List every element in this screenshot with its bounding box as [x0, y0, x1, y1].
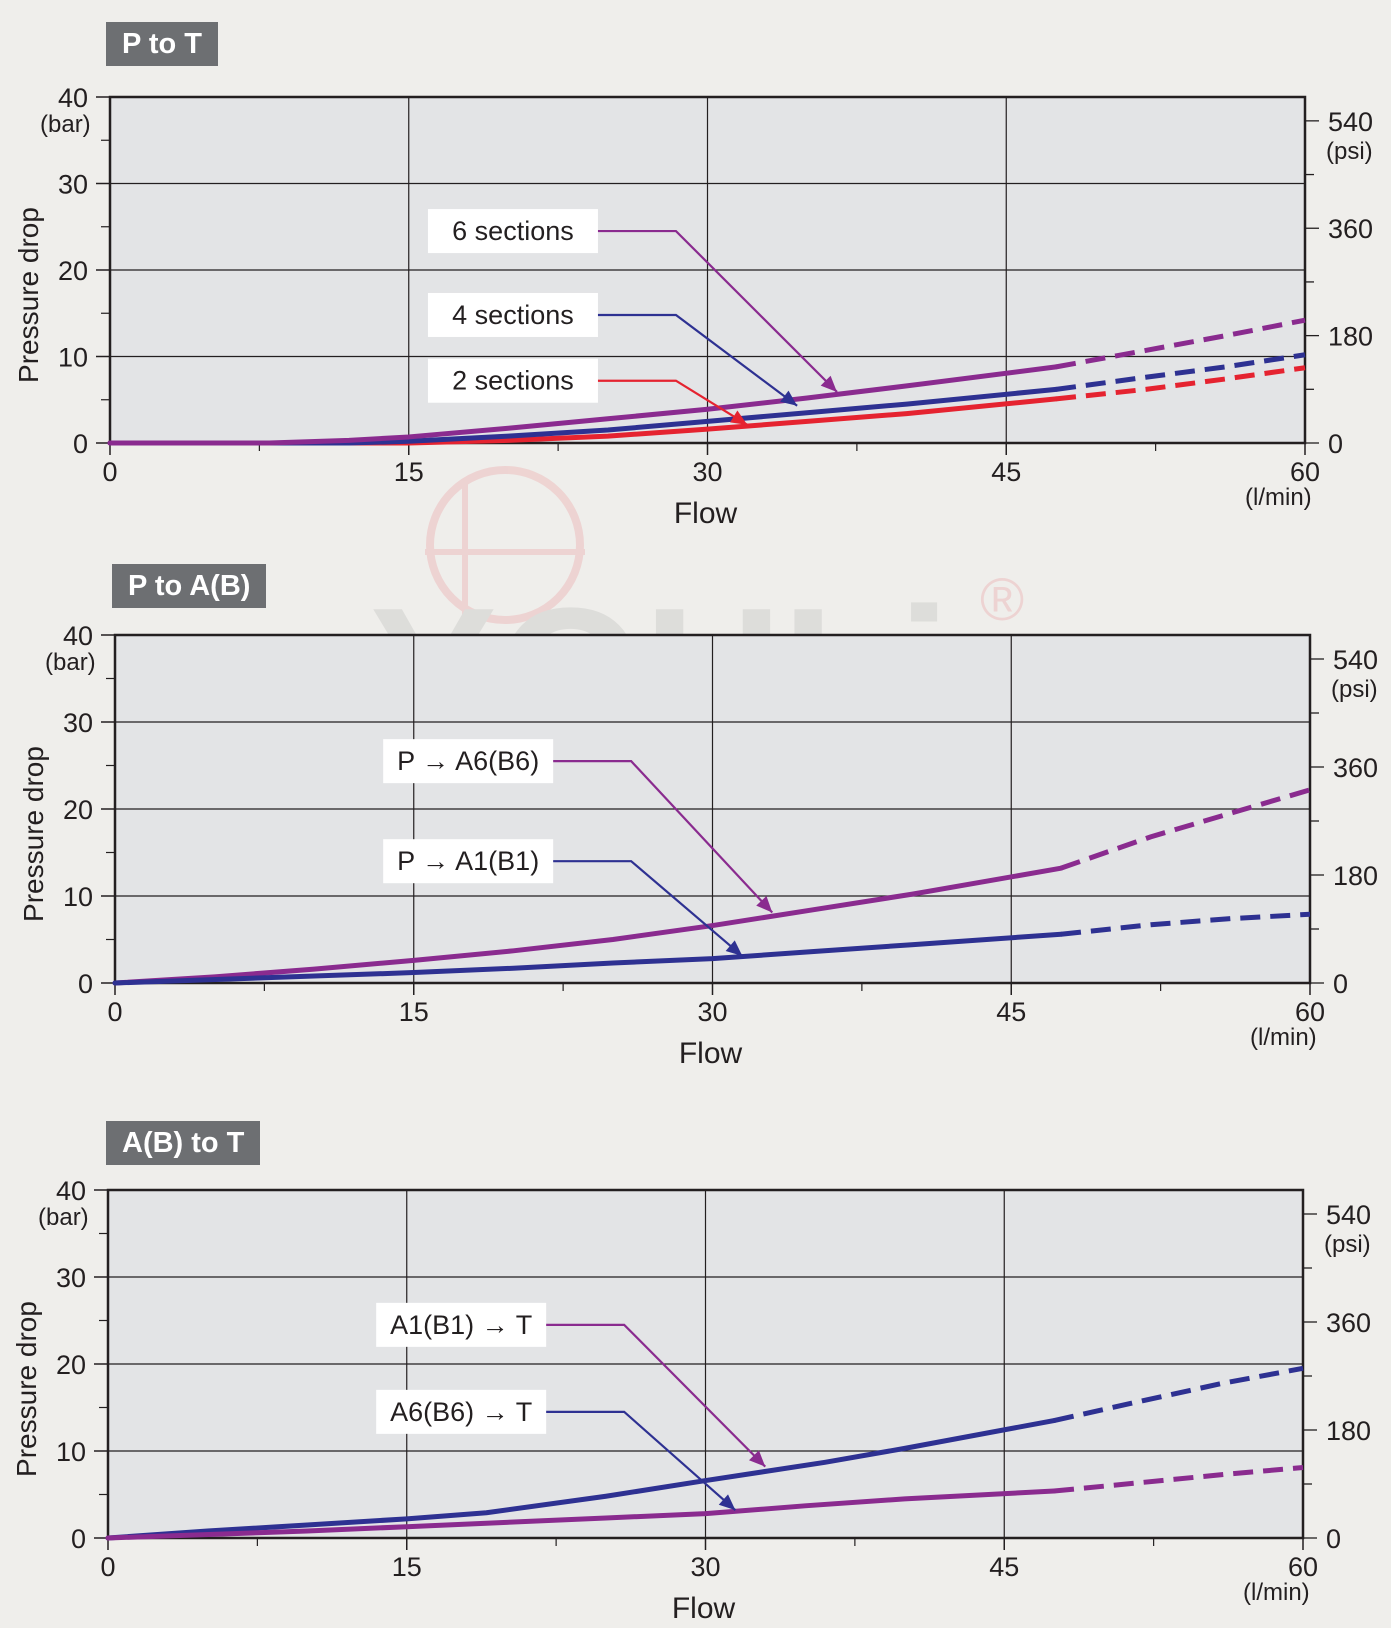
y-tick-label: 10	[56, 1437, 86, 1467]
annotation-label: P → A6(B6)	[397, 746, 539, 776]
y2-unit-label: (psi)	[1324, 1231, 1371, 1258]
x-tick-label: 0	[102, 457, 117, 487]
chart-3-ab-to-t: 0 15 30 45 60 0 10 20 30 40 0 180 360 540 (bar) (psi) (l…	[0, 1100, 1391, 1628]
y2-tick-label: 180	[1326, 1416, 1371, 1446]
x-tick-label: 60	[1290, 457, 1320, 487]
x-tick-label: 15	[394, 457, 424, 487]
x-tick-label: 15	[399, 997, 429, 1027]
x-unit-label: (l/min)	[1245, 484, 1312, 511]
y2-tick-label: 0	[1326, 1524, 1341, 1554]
x-tick-label: 15	[392, 1552, 422, 1582]
y-tick-label: 20	[63, 795, 93, 825]
y-tick-label: 30	[58, 170, 88, 200]
y-tick-label: 10	[63, 882, 93, 912]
x-tick-label: 45	[991, 457, 1021, 487]
annotation-label: 2 sections	[452, 366, 574, 396]
x-tick-label: 60	[1295, 997, 1325, 1027]
x-axis-title: Flow	[674, 497, 738, 530]
x-tick-label: 60	[1288, 1552, 1318, 1582]
y2-tick-label: 360	[1333, 753, 1378, 783]
y2-tick-label: 0	[1328, 429, 1343, 459]
x-tick-label: 0	[100, 1552, 115, 1582]
y2-tick-label: 540	[1328, 107, 1373, 137]
y2-tick-label: 180	[1328, 322, 1373, 352]
annotation-label: P → A1(B1)	[397, 846, 539, 876]
y2-tick-label: 0	[1333, 969, 1348, 999]
y-axis-title: Pressure drop	[18, 746, 49, 922]
x-tick-label: 30	[690, 1552, 720, 1582]
y-axis-title: Pressure drop	[13, 207, 44, 383]
annotation-label: A1(B1) → T	[390, 1310, 532, 1340]
x-axis-title: Flow	[672, 1592, 736, 1625]
annotation-label: 4 sections	[452, 300, 574, 330]
y-unit-label: (bar)	[40, 111, 91, 138]
x-tick-label: 30	[692, 457, 722, 487]
y-tick-label: 40	[58, 83, 88, 113]
annotation-label: 6 sections	[452, 216, 574, 246]
x-tick-label: 30	[697, 997, 727, 1027]
y-tick-label: 0	[78, 969, 93, 999]
y-tick-label: 40	[56, 1176, 86, 1206]
y-tick-label: 10	[58, 343, 88, 373]
y-tick-label: 30	[56, 1263, 86, 1293]
y-tick-label: 0	[71, 1524, 86, 1554]
x-tick-label: 45	[996, 997, 1026, 1027]
chart-1-p-to-t: 0 15 30 45 60 0 10 20 30 40 0 180 360 540 (bar) (psi) (l…	[0, 0, 1391, 540]
y2-tick-label: 540	[1333, 645, 1378, 675]
chart-2-p-to-ab: 0 15 30 45 60 0 10 20 30 40 0 180 360 540 (bar) (psi) (l…	[0, 540, 1391, 1100]
x-tick-label: 0	[107, 997, 122, 1027]
y-tick-label: 20	[58, 256, 88, 286]
y-tick-label: 20	[56, 1350, 86, 1380]
y-tick-label: 40	[63, 621, 93, 651]
x-unit-label: (l/min)	[1250, 1024, 1317, 1051]
y2-unit-label: (psi)	[1326, 138, 1373, 165]
x-unit-label: (l/min)	[1243, 1579, 1310, 1606]
y-axis-title: Pressure drop	[11, 1301, 42, 1477]
y-unit-label: (bar)	[45, 649, 96, 676]
x-tick-label: 45	[989, 1552, 1019, 1582]
annotation-label: A6(B6) → T	[390, 1397, 532, 1427]
y2-tick-label: 360	[1328, 214, 1373, 244]
y2-unit-label: (psi)	[1331, 676, 1378, 703]
y-unit-label: (bar)	[38, 1204, 89, 1231]
y-tick-label: 30	[63, 708, 93, 738]
y-tick-label: 0	[73, 429, 88, 459]
y2-tick-label: 180	[1333, 861, 1378, 891]
y2-tick-label: 360	[1326, 1308, 1371, 1338]
y2-tick-label: 540	[1326, 1200, 1371, 1230]
x-axis-title: Flow	[679, 1037, 743, 1070]
